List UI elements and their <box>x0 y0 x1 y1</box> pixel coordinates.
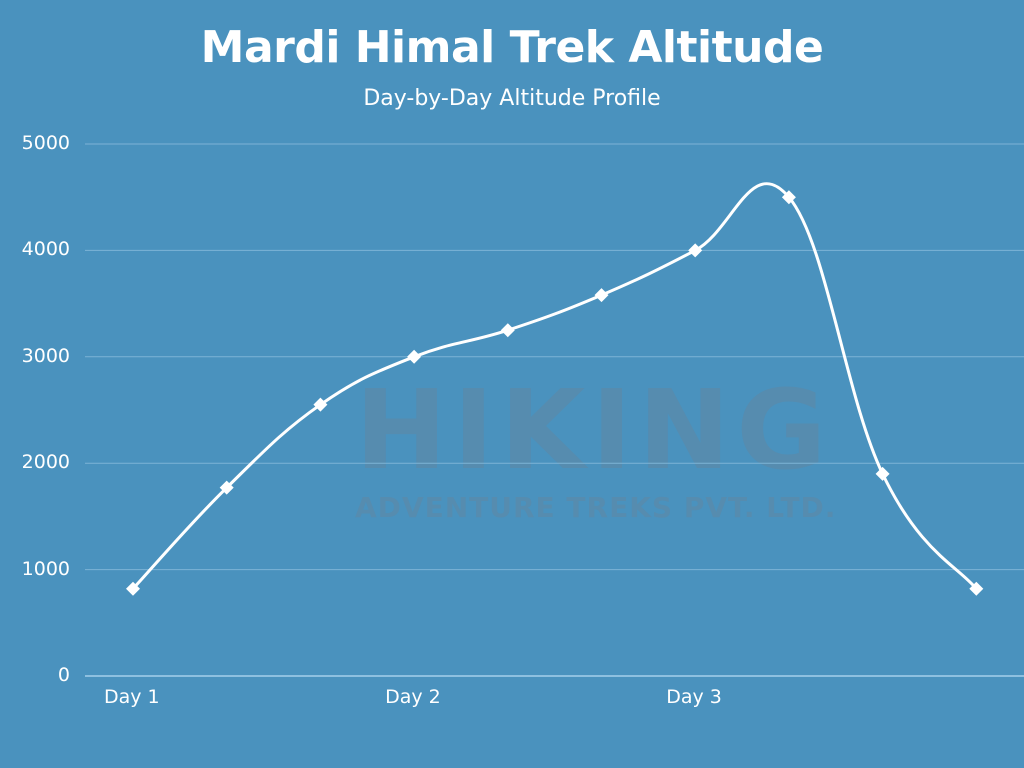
y-tick-label: 5000 <box>21 132 70 154</box>
gridlines <box>85 143 1024 677</box>
chart-subtitle: Day-by-Day Altitude Profile <box>363 86 661 111</box>
x-tick-label: Day 1 <box>104 686 160 708</box>
y-tick-label: 1000 <box>21 557 70 580</box>
data-point-marker <box>407 349 422 364</box>
data-point-marker <box>969 581 984 596</box>
data-markers <box>126 190 984 596</box>
x-tick-label: Day 3 <box>666 686 722 708</box>
data-point-marker <box>688 243 703 258</box>
y-tick-label: 3000 <box>21 344 70 367</box>
y-tick-label: 0 <box>57 664 70 686</box>
y-tick-label: 2000 <box>21 451 70 474</box>
data-point-marker <box>594 288 609 303</box>
altitude-line <box>131 182 978 590</box>
data-point-marker <box>126 581 140 596</box>
x-tick-label: Day 2 <box>385 686 441 708</box>
data-point-marker <box>219 480 234 495</box>
y-tick-label: 4000 <box>21 238 70 261</box>
data-point-marker <box>500 323 515 338</box>
data-point-marker <box>313 397 328 412</box>
data-point-marker <box>875 466 890 481</box>
chart-title: Mardi Himal Trek Altitude <box>200 22 824 73</box>
data-point-marker <box>781 190 796 205</box>
